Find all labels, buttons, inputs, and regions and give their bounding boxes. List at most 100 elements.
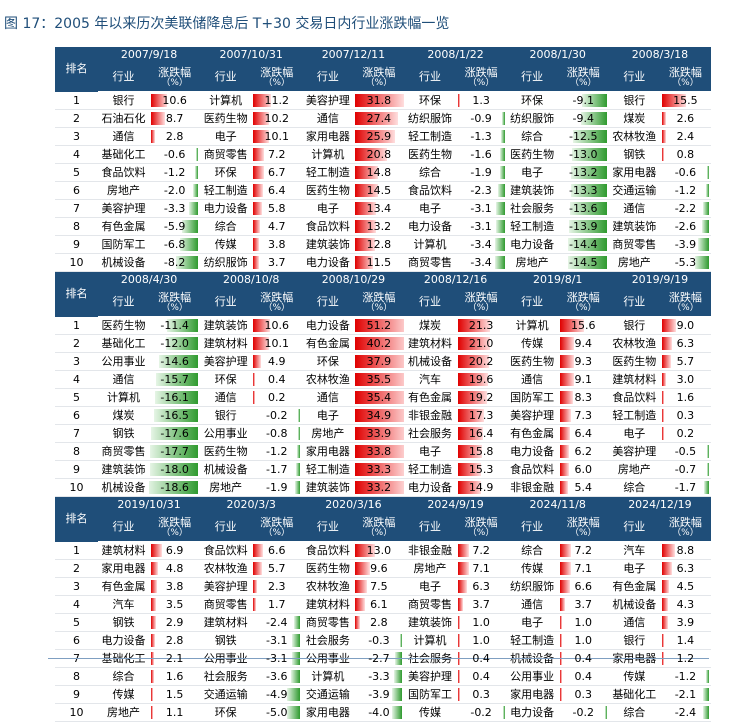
positive-bar	[355, 256, 374, 269]
positive-bar	[559, 481, 569, 494]
positive-bar	[661, 130, 666, 143]
change-cell: -4.9	[251, 685, 303, 704]
industry-cell: 建筑装饰	[98, 460, 150, 479]
rank-cell: 10	[55, 478, 98, 497]
change-cell: 4.8	[149, 559, 201, 578]
industry-header: 行业	[302, 63, 354, 92]
change-cell: -3.1	[455, 199, 507, 218]
positive-bar	[559, 409, 571, 422]
positive-bar	[661, 616, 668, 629]
industry-cell: 机械设备	[404, 352, 456, 371]
change-cell: -0.2	[455, 703, 507, 722]
change-header: 涨跌幅 （%）	[659, 288, 711, 317]
change-value: 6.0	[574, 463, 592, 476]
positive-bar	[559, 337, 575, 350]
change-value: 3.8	[268, 238, 286, 251]
industry-cell: 纺织服饰	[506, 109, 558, 128]
change-header: 涨跌幅 （%）	[251, 63, 303, 92]
rank-cell: 2	[55, 109, 98, 128]
change-cell: 10.6	[149, 91, 201, 110]
change-header-label: 涨跌幅	[668, 516, 702, 529]
change-value: 9.3	[574, 355, 592, 368]
change-value: -13.3	[569, 184, 598, 197]
change-value: 6.1	[370, 598, 388, 611]
change-value: 0.3	[574, 688, 592, 701]
change-header-unit: （%）	[365, 303, 393, 313]
change-cell: 4.7	[251, 217, 303, 236]
table-row: 10 房地产 1.1 环保 -5.0 家用电器 -4.0 传媒 -0.2 电力设备 -0.2 综合 -2…	[55, 703, 711, 722]
change-value: -8.2	[163, 256, 186, 269]
industry-cell: 家用电器	[608, 163, 660, 182]
change-cell: 40.2	[353, 334, 405, 353]
positive-bar	[457, 634, 460, 647]
change-header: 涨跌幅 （%）	[557, 513, 609, 542]
industry-cell: 建筑装饰	[302, 235, 354, 254]
industry-cell: 电子	[506, 163, 558, 182]
industry-cell: 家用电器	[506, 685, 558, 704]
change-cell: 6.1	[353, 595, 405, 614]
industry-cell: 钢铁	[608, 145, 660, 164]
industry-cell: 国防军工	[506, 388, 558, 407]
event-date: 2020/3/16	[302, 496, 405, 513]
industry-cell: 传媒	[98, 685, 150, 704]
industry-cell: 电子	[608, 559, 660, 578]
negative-bar	[707, 463, 709, 476]
industry-cell: 煤炭	[404, 316, 456, 335]
change-cell: -3.6	[251, 667, 303, 686]
change-cell: -2.2	[659, 199, 711, 218]
positive-bar	[355, 355, 405, 368]
change-cell: -1.2	[659, 667, 711, 686]
industry-cell: 银行	[608, 316, 660, 335]
positive-bar	[151, 112, 165, 125]
industry-cell: 计算机	[404, 235, 456, 254]
rank-cell: 1	[55, 541, 98, 560]
change-cell: -0.6	[659, 163, 711, 182]
industry-cell: 轻工制造	[404, 127, 456, 146]
change-cell: 10.1	[251, 334, 303, 353]
negative-bar	[149, 463, 199, 476]
change-value: 51.2	[366, 319, 392, 332]
industry-cell: 房地产	[98, 703, 150, 722]
industry-cell: 医药生物	[98, 316, 150, 335]
change-cell: -13.2	[557, 163, 609, 182]
negative-bar	[286, 706, 301, 719]
change-value: -1.9	[266, 481, 288, 494]
change-value: 11.5	[366, 256, 392, 269]
industry-cell: 有色金属	[404, 388, 456, 407]
change-cell: 6.6	[557, 577, 609, 596]
change-value: 1.3	[472, 94, 490, 107]
change-value: -17.7	[160, 445, 189, 458]
change-value: -1.2	[163, 166, 186, 179]
negative-bar	[581, 112, 607, 125]
table-row: 8 有色金属 -5.9 综合 4.7 食品饮料 13.2 电力设备 -3.1 轻工制造 -13.9 建…	[55, 217, 711, 236]
industry-cell: 电力设备	[302, 316, 354, 335]
change-value: 0.8	[676, 148, 695, 161]
positive-bar	[457, 544, 469, 557]
change-cell: 2.3	[251, 577, 303, 596]
change-value: -5.9	[163, 220, 186, 233]
negative-bar	[391, 706, 403, 719]
negative-bar	[567, 256, 607, 269]
industry-cell: 农林牧渔	[302, 577, 354, 596]
change-cell: -13.9	[557, 217, 609, 236]
industry-cell: 农林牧渔	[302, 370, 354, 389]
sub-header-row: 行业 涨跌幅 （%） 行业 涨跌幅 （%） 行业 涨跌幅 （%） 行业 涨跌幅 （%） 行业 涨跌幅 （%）…	[55, 288, 711, 317]
change-header: 涨跌幅 （%）	[251, 513, 303, 542]
change-value: 19.6	[468, 373, 494, 386]
positive-bar	[253, 112, 269, 125]
change-value: 15.8	[468, 445, 494, 458]
positive-bar	[355, 112, 398, 125]
table-row: 9 建筑装饰 -18.0 机械设备 -1.7 轻工制造 33.3 轻工制造 15.3 食品饮料 6.…	[55, 460, 711, 479]
event-date: 2008/1/30	[506, 47, 609, 63]
change-value: 15.3	[468, 463, 494, 476]
negative-bar	[150, 427, 199, 440]
change-value: 20.8	[366, 148, 392, 161]
industry-cell: 美容护理	[200, 352, 252, 371]
positive-bar	[151, 706, 154, 719]
rank-cell: 10	[55, 703, 98, 722]
change-value: 2.1	[165, 652, 184, 665]
table-row: 9 国防军工 -6.8 传媒 3.8 建筑装饰 12.8 计算机 -3.4 电力设备 -14.4 商贸…	[55, 235, 711, 254]
change-value: 33.8	[366, 445, 392, 458]
change-cell: 8.8	[659, 541, 711, 560]
industry-cell: 电子	[404, 199, 456, 218]
